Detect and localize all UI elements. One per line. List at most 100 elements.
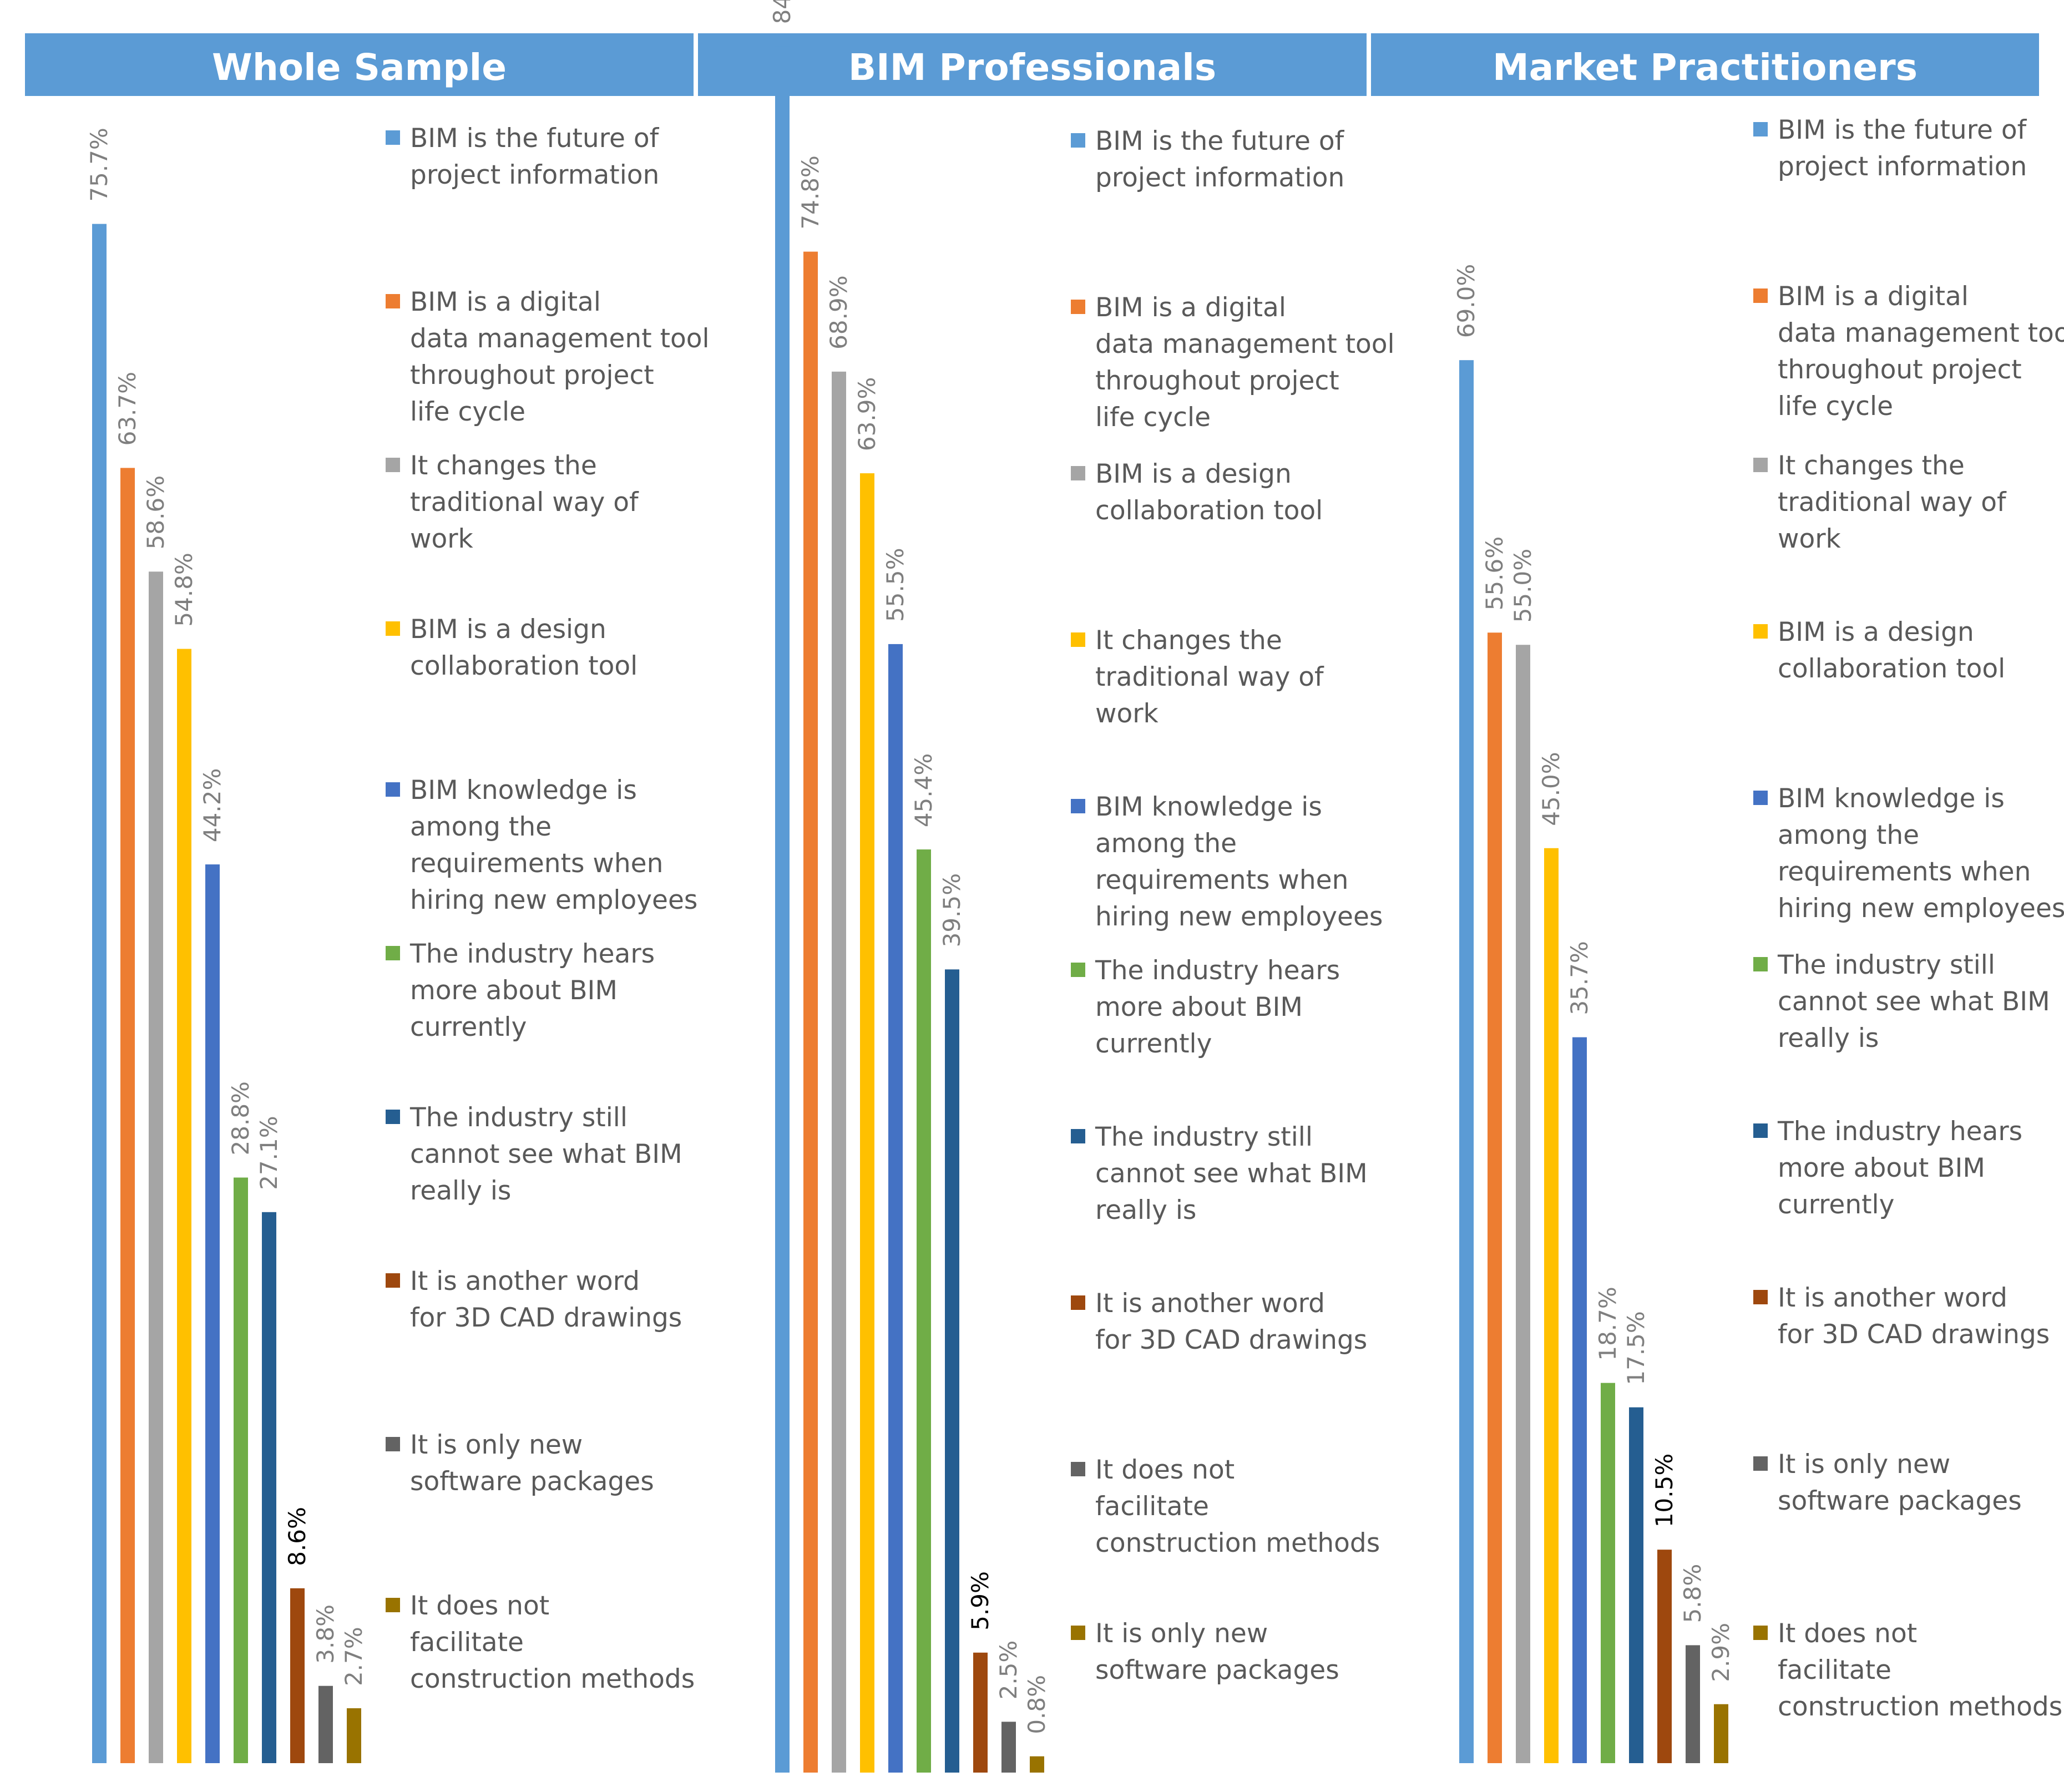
legend-swatch [1753, 1626, 1768, 1640]
bar-5 [1572, 1037, 1587, 1763]
value-label: 10.5% [1651, 1454, 1678, 1527]
legend-swatch [1753, 122, 1768, 136]
value-label: 55.5% [882, 548, 909, 621]
bar-6 [234, 1177, 248, 1763]
legend-item: BIM knowledge is among the requirements wh… [1753, 783, 2064, 924]
legend-label: It does not facilitate construction method… [410, 1591, 695, 1694]
legend-label: BIM is a digital data management tool thro… [1095, 292, 1395, 433]
legend-label: It does not facilitate construction method… [1095, 1455, 1380, 1558]
bar-6 [1601, 1383, 1615, 1763]
bar-4 [177, 649, 191, 1763]
value-label: 45.0% [1537, 752, 1565, 826]
value-label: 5.8% [1679, 1564, 1706, 1623]
value-label: 55.0% [1509, 549, 1536, 622]
legend-swatch [1753, 288, 1768, 303]
legend-item: The industry still cannot see what BIM rea… [386, 1102, 682, 1206]
legend-item: BIM is the future of project information [1071, 126, 1345, 193]
legend-item: BIM is a design collaboration tool [386, 614, 638, 681]
value-label: 8.6% [284, 1507, 311, 1566]
value-label: 5.9% [967, 1571, 994, 1631]
legend-item: It is another word for 3D CAD drawings [386, 1266, 682, 1333]
legend-swatch [1071, 1626, 1085, 1640]
legend-item: The industry still cannot see what BIM rea… [1071, 1122, 1368, 1226]
legend-label: BIM knowledge is among the requirements wh… [410, 775, 697, 915]
value-label: 75.7% [85, 128, 113, 201]
value-label: 74.8% [797, 155, 824, 229]
value-label: 2.5% [995, 1641, 1022, 1700]
value-label: 55.6% [1481, 536, 1508, 610]
legend-swatch [1071, 300, 1085, 314]
value-label: 28.8% [227, 1081, 254, 1155]
legend-item: The industry hears more about BIM currentl… [386, 939, 655, 1042]
value-label: 68.9% [825, 275, 852, 349]
bar-9 [318, 1685, 333, 1763]
legend-label: BIM is a digital data management tool thro… [1778, 281, 2064, 422]
bar-7 [1629, 1407, 1643, 1763]
value-label: 3.8% [312, 1604, 339, 1664]
legend-swatch [1071, 1462, 1085, 1476]
legend-swatch [1071, 466, 1085, 480]
value-label: 39.5% [938, 873, 965, 947]
legend-item: BIM knowledge is among the requirements wh… [386, 775, 697, 915]
bar-7 [262, 1212, 276, 1763]
bar-2 [803, 251, 818, 1773]
value-label: 27.1% [255, 1116, 282, 1189]
bar-10 [1030, 1756, 1044, 1773]
legend-label: BIM knowledge is among the requirements wh… [1095, 792, 1383, 932]
bar-4 [860, 473, 874, 1773]
bar-4 [1544, 848, 1559, 1763]
value-label: 2.9% [1707, 1623, 1734, 1682]
value-label: 2.7% [340, 1627, 367, 1686]
legend-item: It does not facilitate construction method… [1071, 1455, 1380, 1558]
legend-swatch [1071, 632, 1085, 647]
legend-item: The industry hears more about BIM currentl… [1071, 955, 1340, 1059]
value-label: 63.7% [114, 372, 141, 446]
value-label: 63.9% [853, 377, 881, 451]
value-label: 18.7% [1594, 1287, 1621, 1360]
value-label: 84.9% [768, 0, 796, 24]
legend-swatch [386, 294, 400, 308]
legend-label: BIM is the future of project information [1095, 126, 1345, 193]
bar-1 [92, 224, 107, 1764]
legend-item: The industry still cannot see what BIM rea… [1753, 950, 2050, 1054]
legend-label: The industry hears more about BIM currentl… [1777, 1116, 2022, 1220]
legend-swatch [1071, 963, 1085, 977]
legend-swatch [386, 621, 400, 636]
legend-item: BIM is the future of project information [1753, 115, 2027, 182]
legend-label: BIM is a digital data management tool thro… [410, 287, 710, 427]
legend-item: It does not facilitate construction method… [386, 1591, 695, 1694]
legend-swatch [1753, 957, 1768, 971]
panel-header [698, 33, 1367, 96]
bar-8 [1657, 1550, 1672, 1763]
legend-label: It is another word for 3D CAD drawings [1095, 1288, 1367, 1355]
bar-3 [832, 371, 846, 1773]
legend-swatch [1753, 458, 1768, 472]
panel-header [25, 33, 694, 96]
bar-5 [888, 644, 903, 1773]
legend-label: It is another word for 3D CAD drawings [1778, 1283, 2050, 1350]
legend-item: BIM is a digital data management tool thro… [1753, 281, 2064, 422]
legend-item: BIM is a design collaboration tool [1753, 617, 2005, 684]
legend-swatch [1753, 624, 1768, 639]
value-label: 0.8% [1023, 1675, 1050, 1734]
legend-item: It changes the traditional way of work [386, 450, 639, 554]
legend-swatch [1753, 1290, 1768, 1304]
bar-10 [347, 1708, 361, 1763]
legend-label: The industry hears more about BIM currentl… [1095, 955, 1340, 1059]
bar-7 [945, 969, 959, 1773]
legend-swatch [1071, 1295, 1085, 1310]
legend-label: It does not facilitate construction method… [1778, 1618, 2062, 1722]
legend-item: It changes the traditional way of work [1071, 625, 1324, 729]
bar-2 [120, 468, 135, 1763]
legend-label: The industry hears more about BIM currentl… [409, 939, 655, 1042]
legend-item: It is another word for 3D CAD drawings [1753, 1283, 2050, 1350]
legend-swatch [386, 1598, 400, 1612]
panel-title: Market Practitioners [1493, 46, 1918, 89]
legend: BIM is the future of project information B… [1753, 115, 2064, 1722]
panel-title: Whole Sample [212, 46, 507, 89]
legend-item: It does not facilitate construction method… [1753, 1618, 2062, 1722]
bar-1 [1459, 360, 1474, 1764]
legend-item: BIM is the future of project information [386, 123, 660, 190]
value-label: 45.4% [910, 753, 937, 827]
